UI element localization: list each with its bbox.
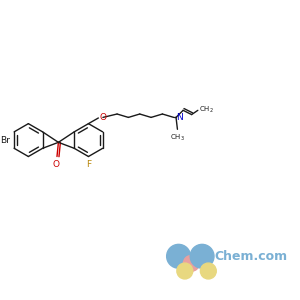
Text: Chem.com: Chem.com	[214, 250, 287, 263]
Text: O: O	[53, 160, 60, 169]
Circle shape	[177, 263, 193, 279]
Text: CH$_2$: CH$_2$	[199, 105, 214, 116]
Text: F: F	[86, 160, 91, 169]
Text: O: O	[99, 113, 106, 122]
Circle shape	[167, 244, 190, 268]
Text: Br: Br	[0, 136, 10, 145]
Circle shape	[190, 244, 214, 268]
Text: N: N	[177, 113, 183, 122]
Circle shape	[183, 255, 199, 271]
Text: CH$_3$: CH$_3$	[170, 133, 185, 143]
Circle shape	[200, 263, 216, 279]
